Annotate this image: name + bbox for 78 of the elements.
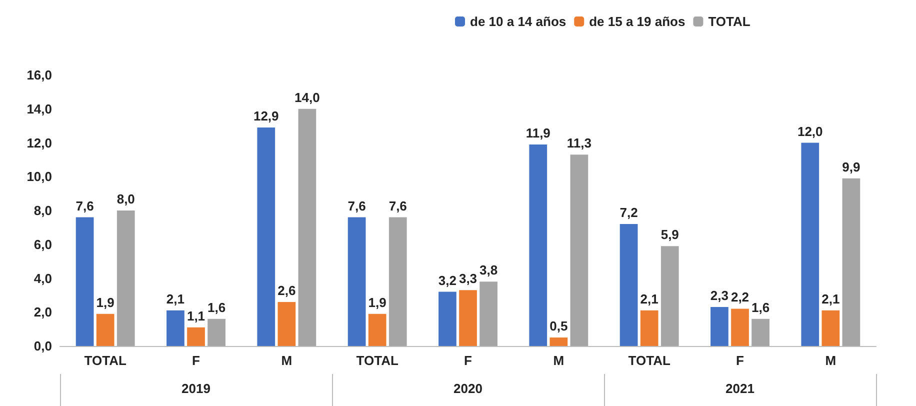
data-label: 5,9 xyxy=(660,227,679,242)
bar xyxy=(550,338,568,346)
data-label: 7,6 xyxy=(388,198,407,214)
x-tick-label: M xyxy=(825,353,836,368)
bar xyxy=(96,314,114,346)
y-tick-label: 16,0 xyxy=(26,68,52,82)
data-label: 11,9 xyxy=(526,125,550,140)
bar xyxy=(710,307,728,346)
data-label: 3,3 xyxy=(458,271,478,286)
bar xyxy=(801,142,820,346)
bar xyxy=(76,217,94,346)
data-label: 2,1 xyxy=(640,291,658,306)
bar xyxy=(208,318,226,346)
bar xyxy=(166,310,184,346)
data-label: 2,2 xyxy=(730,290,750,305)
x-tick-label: F xyxy=(192,353,200,368)
bar xyxy=(660,246,679,346)
bar xyxy=(640,310,658,346)
bar xyxy=(187,327,205,346)
data-label: 11,3 xyxy=(566,136,592,151)
bar xyxy=(298,108,316,346)
y-tick-label: 6,0 xyxy=(34,236,52,252)
bar xyxy=(368,314,386,346)
bar xyxy=(388,217,407,346)
data-label: 1,1 xyxy=(186,308,206,324)
data-label: 2,1 xyxy=(822,291,840,306)
data-label: 2,1 xyxy=(166,291,184,306)
y-tick-label: 10,0 xyxy=(26,169,52,184)
x-tick-label: TOTAL xyxy=(628,353,670,368)
data-label: 1,9 xyxy=(96,294,114,310)
data-label: 9,9 xyxy=(842,159,860,174)
data-label: 2,3 xyxy=(710,288,728,304)
x-tick-label: F xyxy=(464,353,472,368)
text: 2020 xyxy=(454,381,482,396)
y-tick-label: 0,0 xyxy=(34,338,52,354)
data-label: 14,0 xyxy=(294,90,320,105)
legend-label: de 15 a 19 años xyxy=(589,14,686,29)
text: 2021 xyxy=(726,381,754,396)
data-label: 8,0 xyxy=(116,192,135,206)
bar xyxy=(752,318,770,346)
y-tick-label: 8,0 xyxy=(34,203,52,218)
x-tick-label: M xyxy=(281,353,292,368)
bar xyxy=(822,310,840,346)
bar xyxy=(842,178,860,346)
bar xyxy=(731,308,749,346)
text: 2019 xyxy=(182,381,210,396)
y-tick-label: 2,0 xyxy=(34,304,52,320)
data-label: 1,9 xyxy=(368,294,386,310)
bar xyxy=(438,292,456,346)
data-label: 2,6 xyxy=(278,282,296,298)
data-label: 3,8 xyxy=(480,262,498,278)
x-tick-label: TOTAL xyxy=(84,353,126,368)
y-tick-label: 4,0 xyxy=(34,270,52,286)
bar xyxy=(480,282,498,346)
bar xyxy=(529,144,548,346)
bar xyxy=(278,302,296,346)
data-label: 12,0 xyxy=(797,124,823,139)
bar xyxy=(570,154,588,346)
bar xyxy=(257,128,276,346)
y-tick-label: 12,0 xyxy=(26,135,52,150)
bar xyxy=(116,210,135,346)
data-label: 7,6 xyxy=(348,198,366,214)
x-tick-label: F xyxy=(736,353,744,368)
data-label: 1,6 xyxy=(208,300,226,315)
data-label: 7,6 xyxy=(76,198,94,214)
bar xyxy=(459,290,477,346)
x-tick-label: TOTAL xyxy=(356,353,398,368)
x-tick-label: M xyxy=(553,353,564,368)
bar xyxy=(348,217,366,346)
data-label: 0,5 xyxy=(550,318,568,334)
legend-label: TOTAL xyxy=(708,14,750,29)
y-tick-label: 14,0 xyxy=(26,101,52,116)
legend-label: de 10 a 14 años xyxy=(470,14,566,29)
data-label: 7,2 xyxy=(620,205,638,220)
data-label: 1,6 xyxy=(752,300,770,315)
bar xyxy=(620,224,638,346)
data-label: 12,9 xyxy=(253,108,279,124)
data-label: 3,2 xyxy=(438,272,456,288)
